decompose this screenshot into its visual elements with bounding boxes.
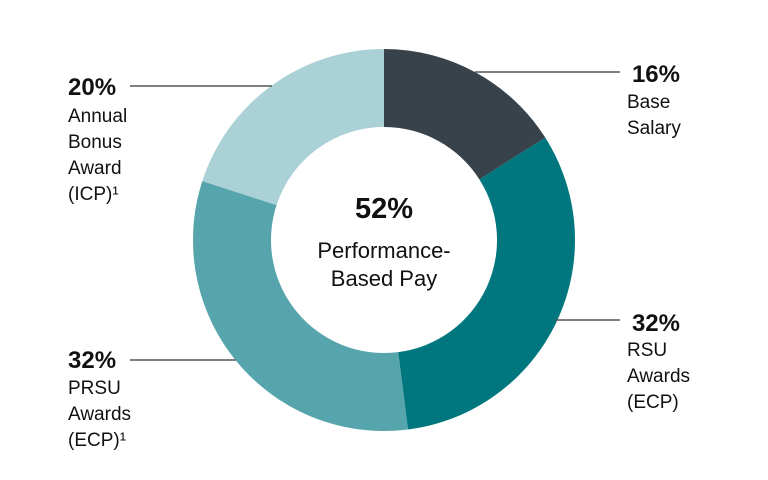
value-label: 20% bbox=[68, 74, 116, 101]
value-label: 16% bbox=[632, 61, 680, 88]
category-label: Annual Bonus Award (ICP)¹ bbox=[68, 106, 127, 205]
center-value: 52% bbox=[355, 193, 413, 225]
value-label: 32% bbox=[632, 310, 680, 337]
center-label: Performance-Based Pay bbox=[317, 238, 450, 291]
donut-segment bbox=[202, 49, 384, 206]
donut-segment bbox=[398, 137, 575, 430]
category-label: PRSU Awards (ECP)¹ bbox=[68, 378, 131, 451]
value-label: 32% bbox=[68, 347, 116, 374]
category-label: RSU Awards (ECP) bbox=[627, 340, 690, 413]
donut-segment bbox=[384, 49, 546, 180]
donut-segment bbox=[193, 180, 408, 431]
category-label: Base Salary bbox=[627, 92, 681, 139]
